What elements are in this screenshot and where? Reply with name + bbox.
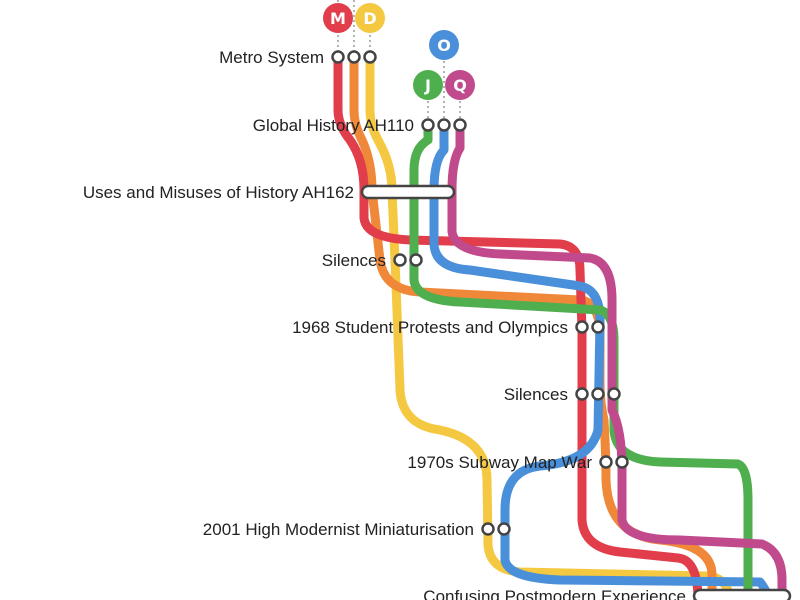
line-badge-q[interactable]: Q: [445, 70, 475, 100]
station-label-2001: 2001 High Modernist Miniaturisation: [203, 520, 474, 539]
stop-1968-m[interactable]: [575, 320, 589, 334]
stop-2001-o[interactable]: [497, 522, 511, 536]
stop-silences2-q[interactable]: [607, 387, 621, 401]
route-q: [447, 120, 787, 600]
stop-1968-o[interactable]: [591, 320, 605, 334]
svg-text:D: D: [363, 9, 376, 28]
station-label-silences-2: Silences: [504, 385, 568, 404]
line-badge-m[interactable]: M: [323, 3, 353, 33]
station-label-metro-system: Metro System: [219, 48, 324, 67]
stop-global-o[interactable]: [437, 118, 451, 132]
interchange-postmodern[interactable]: [692, 588, 792, 600]
line-badges: M D O J Q: [323, 3, 475, 100]
line-badge-j[interactable]: J: [413, 70, 443, 100]
station-label-uses-misuses: Uses and Misuses of History AH162: [83, 183, 354, 202]
stop-metro-m[interactable]: [331, 50, 345, 64]
svg-text:M: M: [330, 9, 346, 28]
stops: [331, 50, 792, 600]
station-label-global-history: Global History AH110: [253, 116, 414, 135]
stop-silences1-j[interactable]: [409, 253, 423, 267]
stop-silences2-o[interactable]: [591, 387, 605, 401]
stop-global-j[interactable]: [421, 118, 435, 132]
stop-1970s-q[interactable]: [615, 455, 629, 469]
stop-metro-d[interactable]: [363, 50, 377, 64]
stop-metro-orange[interactable]: [347, 50, 361, 64]
station-label-postmodern: Confusing Postmodern Experience: [423, 587, 686, 600]
station-labels: Metro System Global History AH110 Uses a…: [83, 48, 686, 600]
routes: [333, 52, 787, 600]
stop-1970s-orange[interactable]: [599, 455, 613, 469]
stop-2001-d[interactable]: [481, 522, 495, 536]
svg-text:Q: Q: [453, 76, 467, 95]
line-badge-o[interactable]: O: [429, 30, 459, 60]
stop-silences1-d[interactable]: [393, 253, 407, 267]
svg-text:J: J: [424, 76, 431, 95]
station-label-1968: 1968 Student Protests and Olympics: [292, 318, 568, 337]
line-badge-d[interactable]: D: [355, 3, 385, 33]
svg-text:O: O: [437, 36, 451, 55]
stop-global-q[interactable]: [453, 118, 467, 132]
station-label-1970s: 1970s Subway Map War: [407, 453, 592, 472]
route-o: [429, 120, 773, 600]
station-label-silences-1: Silences: [322, 251, 386, 270]
stop-silences2-m[interactable]: [575, 387, 589, 401]
interchange-uses-misuses[interactable]: [360, 184, 456, 200]
route-m: [333, 52, 703, 600]
